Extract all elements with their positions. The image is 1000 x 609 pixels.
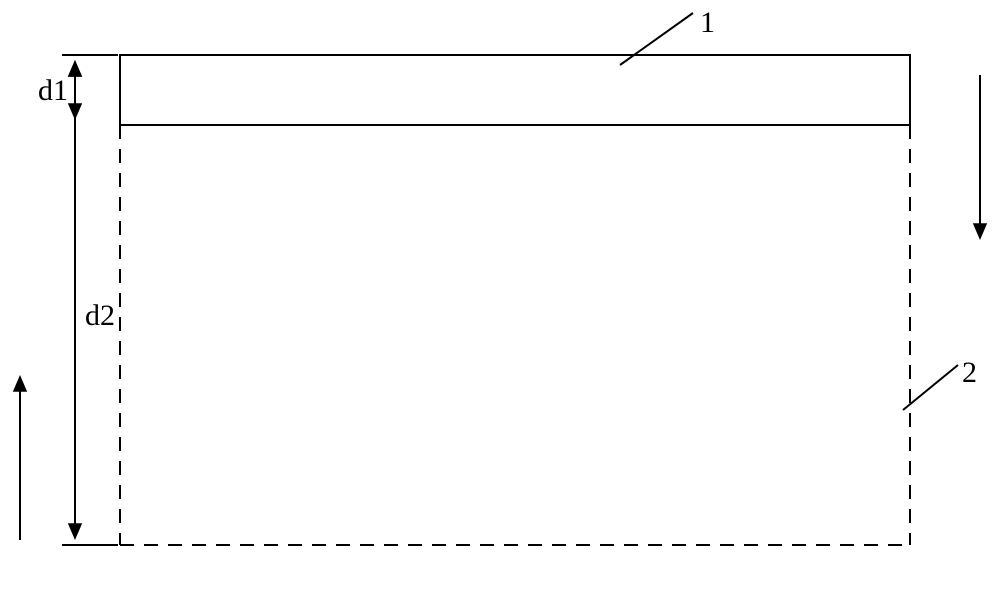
dim-d2-label: d2 — [85, 299, 115, 332]
dim-d1-label: d1 — [38, 74, 68, 107]
leader-2-line — [903, 365, 958, 410]
solid-rect-region-1 — [120, 55, 910, 125]
leader-1-line — [620, 13, 693, 65]
leader-2-label: 2 — [962, 356, 977, 389]
leader-1-label: 1 — [700, 6, 715, 39]
